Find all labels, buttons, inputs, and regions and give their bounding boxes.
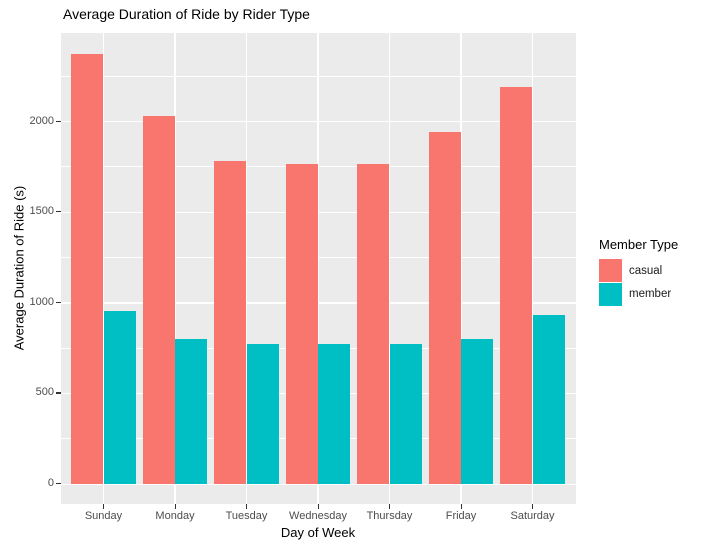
x-tick-monday — [174, 504, 176, 509]
y-tick-1000 — [56, 301, 61, 303]
bar-member-monday — [175, 338, 208, 484]
y-tick-2000 — [56, 120, 61, 122]
x-tick-label-tuesday: Tuesday — [225, 510, 268, 522]
y-tick-label-1500: 1500 — [29, 205, 54, 218]
bar-member-thursday — [389, 343, 422, 484]
legend-label-casual: casual — [629, 264, 663, 277]
bar-member-tuesday — [246, 343, 279, 484]
bar-casual-saturday — [500, 86, 533, 484]
bar-member-sunday — [103, 311, 136, 484]
x-tick-label-wednesday: Wednesday — [289, 510, 347, 522]
bar-casual-tuesday — [214, 160, 247, 484]
x-tick-sunday — [103, 504, 105, 509]
x-tick-label-monday: Monday — [155, 510, 195, 522]
y-tick-label-0: 0 — [47, 477, 54, 489]
y-tick-label-1000: 1000 — [29, 295, 54, 308]
gridline-cat-friday — [460, 33, 462, 504]
gridline-cat-tuesday — [245, 33, 248, 504]
bar-casual-friday — [428, 131, 461, 484]
x-tick-saturday — [532, 504, 534, 509]
bar-casual-wednesday — [285, 163, 318, 484]
legend-title: Member Type — [599, 237, 679, 252]
x-tick-tuesday — [246, 504, 248, 509]
gridline-cat-thursday — [388, 33, 391, 504]
bar-member-wednesday — [318, 343, 351, 484]
x-tick-thursday — [389, 504, 391, 509]
bar-casual-thursday — [357, 163, 390, 484]
bar-casual-sunday — [71, 53, 104, 484]
chart-title: Average Duration of Ride by Rider Type — [63, 6, 310, 22]
gridline-cat-sunday — [102, 33, 105, 504]
x-tick-wednesday — [317, 504, 319, 509]
x-tick-friday — [460, 504, 462, 509]
bar-casual-monday — [142, 115, 175, 484]
y-tick-label-500: 500 — [35, 386, 54, 399]
legend: Member Type casual member — [599, 237, 678, 306]
bar-member-saturday — [532, 314, 565, 484]
legend-key-member-swatch — [599, 282, 622, 306]
legend-item-member: member — [599, 282, 678, 307]
x-tick-label-thursday: Thursday — [366, 510, 413, 522]
x-tick-label-saturday: Saturday — [510, 510, 555, 522]
y-tick-0 — [56, 483, 61, 485]
legend-item-casual: casual — [599, 259, 678, 283]
x-tick-label-sunday: Sunday — [84, 510, 123, 522]
legend-items: casual member — [599, 259, 678, 306]
legend-key-casual-swatch — [599, 259, 622, 283]
y-tick-label-2000: 2000 — [29, 114, 54, 127]
y-tick-1500 — [56, 211, 61, 213]
bar-member-friday — [461, 338, 494, 484]
gridline-cat-wednesday — [317, 33, 319, 504]
gridline-cat-monday — [174, 33, 176, 504]
legend-label-member: member — [629, 288, 672, 301]
gridline-cat-saturday — [531, 33, 534, 504]
plot-panel — [60, 33, 576, 504]
y-tick-500 — [56, 392, 61, 394]
x-axis-title: Day of Week — [280, 525, 356, 540]
x-tick-label-friday: Friday — [445, 510, 477, 522]
